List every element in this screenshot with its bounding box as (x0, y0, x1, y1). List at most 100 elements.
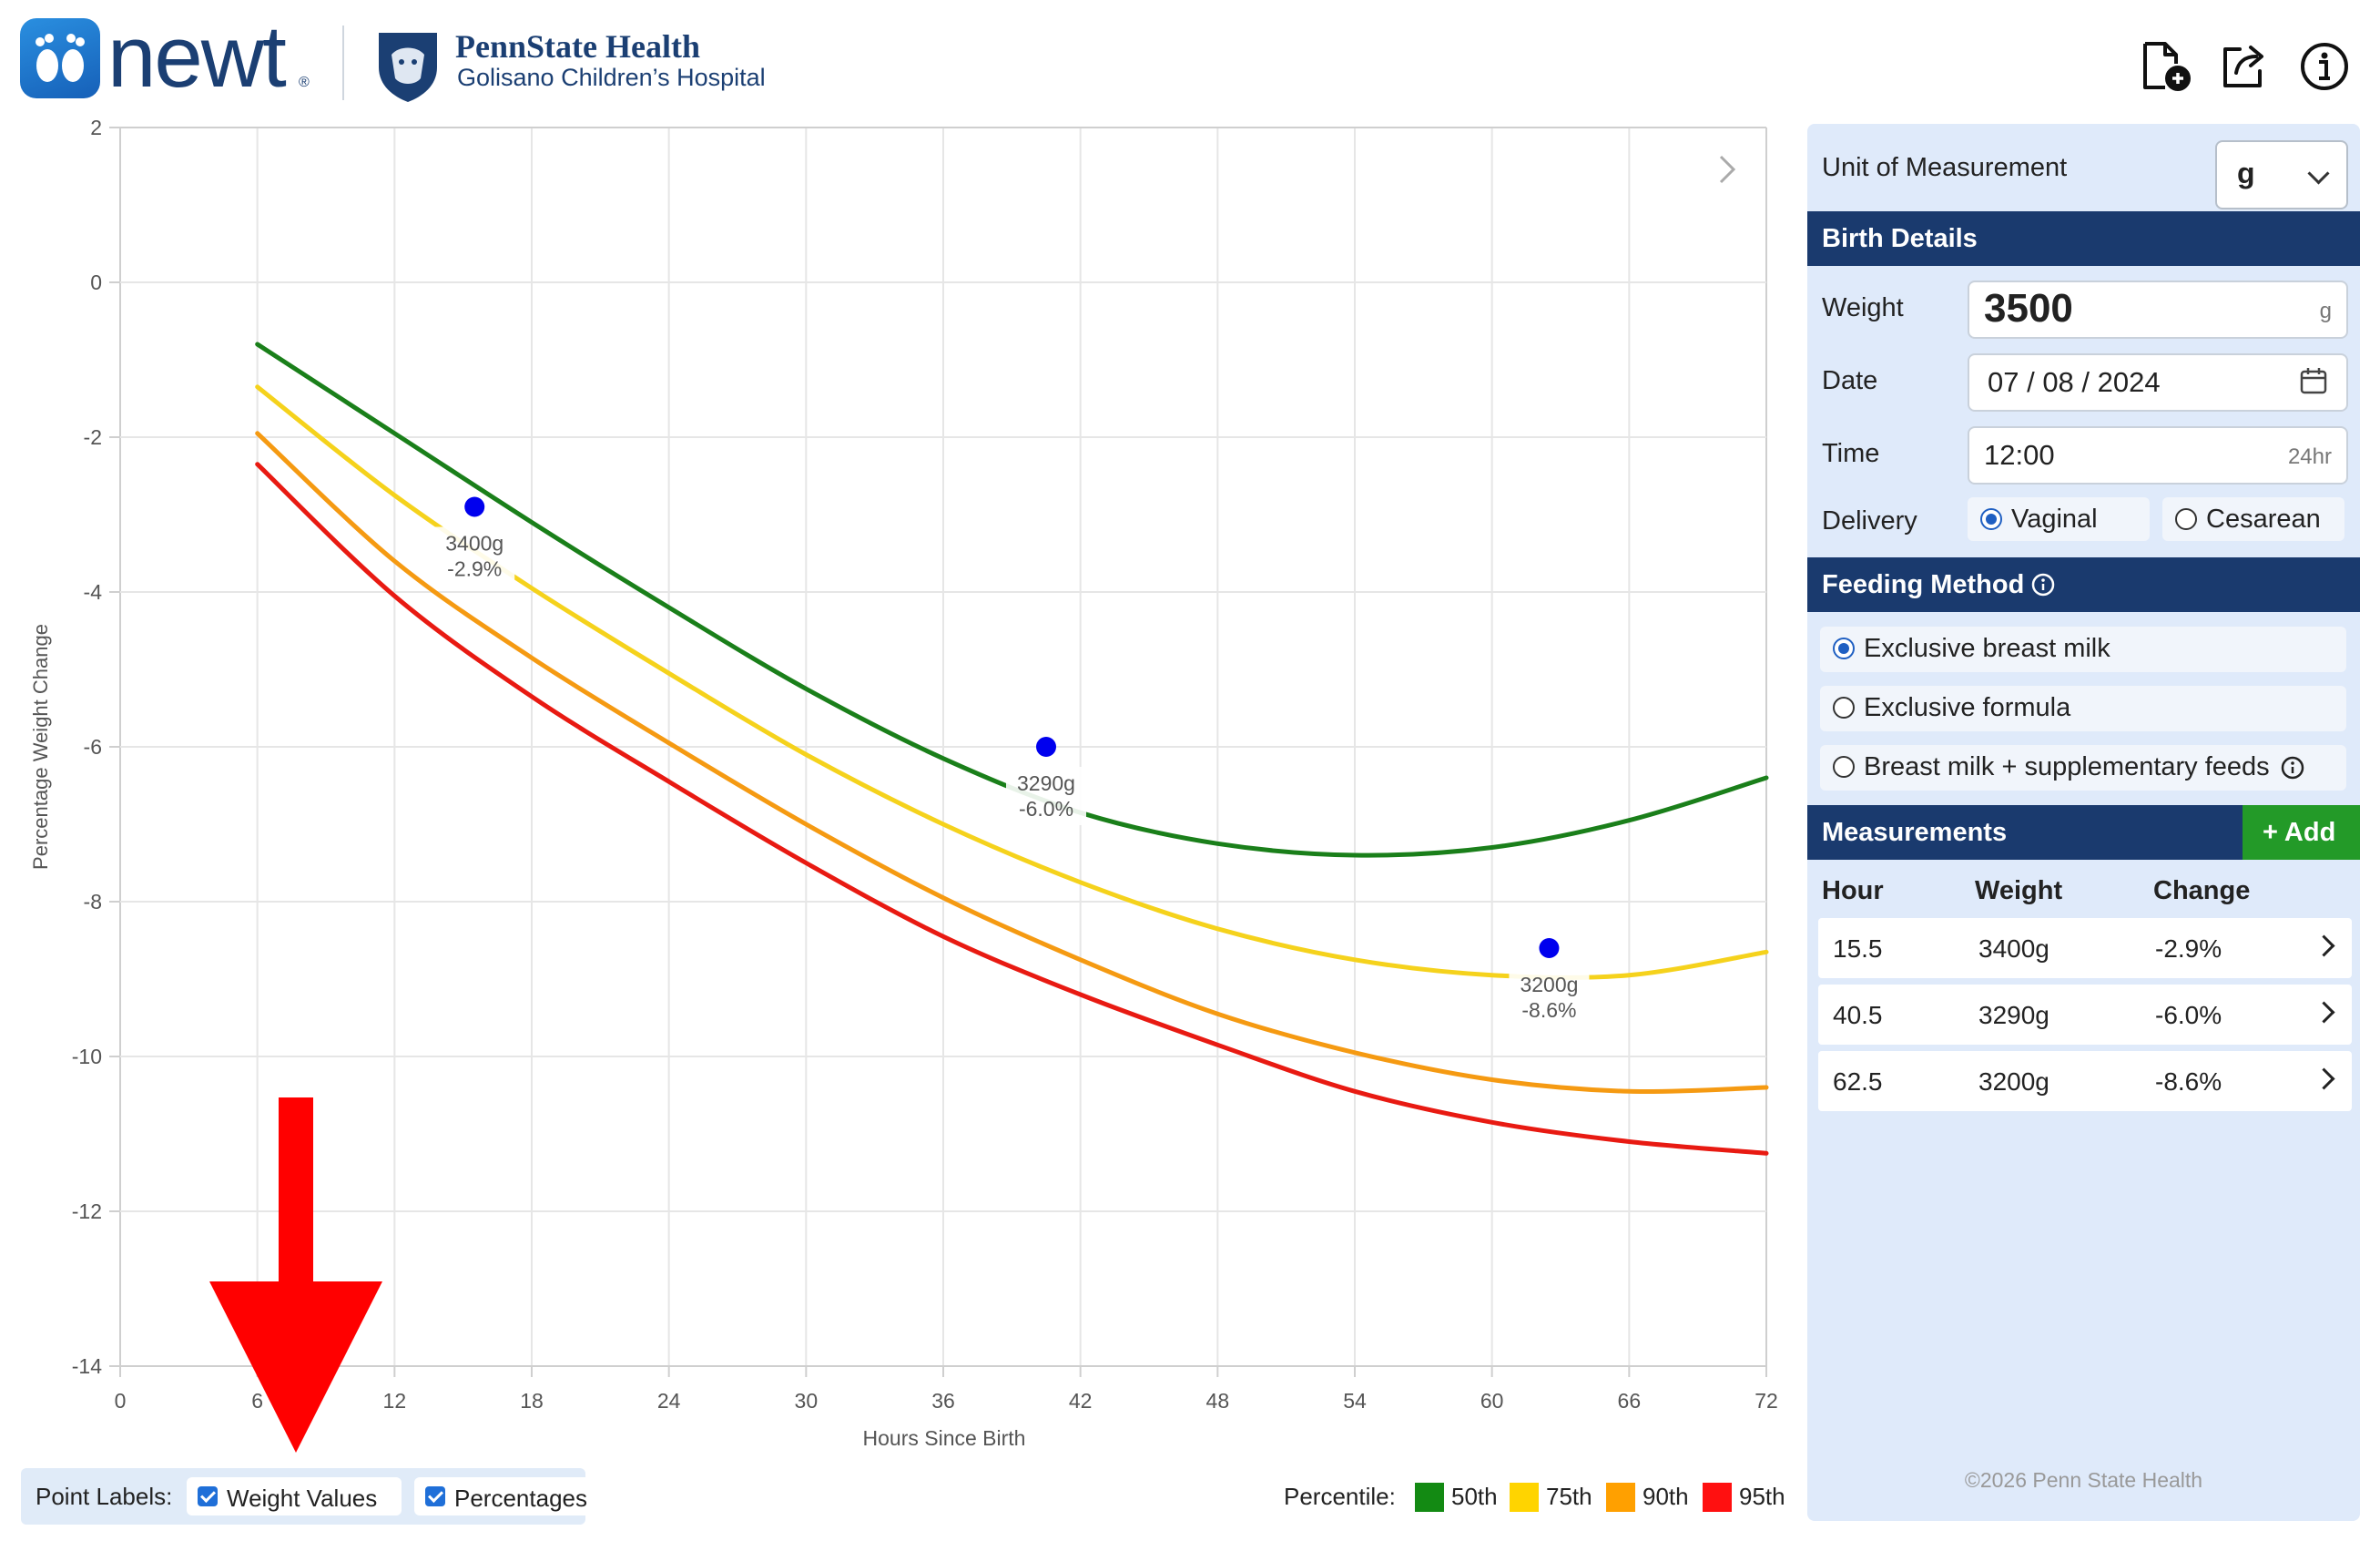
weight-unit: g (2319, 299, 2332, 323)
birth-details-title: Birth Details (1822, 224, 1978, 253)
percentages-checkbox[interactable]: Percentages (414, 1477, 600, 1515)
radio-unselected-icon[interactable] (1833, 697, 1855, 719)
row-hour: 40.5 (1833, 1001, 1883, 1029)
measurements-title: Measurements (1822, 818, 2008, 847)
col-change: Change (2153, 876, 2251, 905)
percentile-line-50th (255, 342, 1769, 858)
feeding-info-icon[interactable] (2031, 573, 2055, 597)
new-document-icon[interactable] (2138, 40, 2191, 93)
table-row[interactable]: 15.5 3400g -2.9% (1818, 918, 2352, 978)
delivery-cesarean-radio[interactable]: Cesarean (2162, 497, 2344, 541)
row-hour: 15.5 (1833, 934, 1883, 963)
col-hour: Hour (1822, 876, 1884, 905)
info-icon[interactable] (2298, 40, 2351, 93)
birth-time-input[interactable]: 12:00 24hr (1968, 426, 2348, 485)
date-label: Date (1822, 366, 1878, 395)
chart-next-chevron-icon[interactable] (1719, 155, 1736, 184)
x-tick-label: 18 (520, 1389, 544, 1413)
legend-label: 95th (1739, 1483, 1785, 1510)
point-labels-toolbar: Point Labels: Weight Values Percentages (21, 1468, 600, 1525)
measurement-point[interactable] (1539, 938, 1560, 958)
weight-label: Weight (1822, 293, 1904, 322)
birth-date-value: 07 / 08 / 2024 (1988, 366, 2161, 398)
checkbox-checked-icon[interactable] (198, 1486, 218, 1506)
y-tick-label: -4 (84, 580, 103, 604)
row-weight: 3400g (1978, 934, 2049, 963)
birth-weight-value: 3500 (1984, 286, 2073, 331)
x-tick-label: 54 (1343, 1389, 1367, 1413)
x-tick-label: 6 (251, 1389, 263, 1413)
delivery-option-label: Vaginal (2011, 505, 2098, 534)
radio-unselected-icon[interactable] (1833, 756, 1855, 778)
legend-title: Percentile: (1284, 1483, 1396, 1510)
time-label: Time (1822, 439, 1880, 468)
copyright: ©2026 Penn State Health (1964, 1468, 2203, 1492)
table-row[interactable]: 62.5 3200g -8.6% (1818, 1051, 2352, 1111)
add-button-label: + Add (2263, 818, 2336, 847)
legend-label: 75th (1546, 1483, 1592, 1510)
time-format: 24hr (2287, 444, 2332, 469)
y-tick-label: -12 (72, 1199, 102, 1223)
org-subtitle: Golisano Children’s Hospital (457, 64, 766, 91)
delivery-vaginal-radio[interactable]: Vaginal (1968, 497, 2150, 541)
x-tick-label: 24 (657, 1389, 681, 1413)
table-row[interactable]: 40.5 3290g -6.0% (1818, 985, 2352, 1045)
point-weight-label: 3200g (1520, 973, 1578, 996)
y-tick-label: -10 (72, 1045, 102, 1068)
feeding-option-formula[interactable]: Exclusive formula (1820, 686, 2346, 731)
col-weight: Weight (1975, 876, 2063, 905)
percentages-label: Percentages (454, 1485, 587, 1512)
weight-values-label: Weight Values (227, 1485, 378, 1512)
app-name: newt (107, 8, 287, 106)
point-percent-label: -8.6% (1521, 998, 1576, 1022)
birth-date-input[interactable]: 07 / 08 / 2024 (1968, 353, 2348, 412)
weight-values-checkbox[interactable]: Weight Values (187, 1477, 402, 1515)
y-tick-label: -6 (84, 735, 102, 759)
red-down-arrow-icon (209, 1097, 382, 1453)
share-icon[interactable] (2218, 40, 2271, 93)
checkbox-checked-icon[interactable] (425, 1486, 445, 1506)
x-tick-label: 12 (383, 1389, 407, 1413)
feeding-option-label: Breast milk + supplementary feeds (1864, 752, 2270, 781)
y-tick-label: -2 (84, 425, 102, 449)
penn-state-shield-icon (371, 27, 444, 104)
chevron-right-icon[interactable] (2313, 1067, 2335, 1090)
point-percent-label: -2.9% (447, 557, 502, 581)
row-change: -2.9% (2155, 934, 2222, 963)
supplementary-info-icon[interactable] (2281, 756, 2304, 780)
feeding-option-breast-milk[interactable]: Exclusive breast milk (1820, 627, 2346, 672)
calendar-icon[interactable] (2299, 366, 2328, 395)
unit-select[interactable]: g (2215, 140, 2348, 209)
delivery-option-label: Cesarean (2206, 505, 2321, 534)
x-tick-label: 42 (1069, 1389, 1093, 1413)
point-weight-label: 3400g (445, 532, 503, 556)
legend-swatch (1703, 1483, 1732, 1512)
radio-selected-icon[interactable] (1833, 638, 1855, 659)
weight-change-chart: 0 6 12 18 24 30 36 42 48 54 60 66 72 2 0 -2 -4 -6 -8 -10 -12… (29, 116, 1778, 1450)
x-tick-label: 0 (115, 1389, 127, 1413)
feeding-method-header: Feeding Method (1807, 557, 2360, 612)
delivery-label: Delivery (1822, 506, 1917, 536)
legend-swatch (1606, 1483, 1635, 1512)
radio-unselected-icon[interactable] (2175, 508, 2197, 530)
point-weight-label: 3290g (1017, 771, 1075, 795)
feeding-option-supplementary[interactable]: Breast milk + supplementary feeds (1820, 745, 2346, 791)
radio-selected-icon[interactable] (1980, 508, 2002, 530)
y-tick-label: 2 (90, 116, 102, 139)
add-measurement-button[interactable]: + Add (2243, 805, 2360, 860)
org-title: PennState Health (455, 28, 700, 65)
header-divider (342, 26, 344, 100)
measurement-point[interactable] (1036, 737, 1056, 757)
x-tick-label: 36 (931, 1389, 955, 1413)
app-header: newt ® PennState Health Golisano Childre… (0, 0, 2380, 118)
row-change: -6.0% (2155, 1001, 2222, 1029)
birth-weight-input[interactable]: 3500 g (1968, 281, 2348, 339)
measurement-point[interactable] (464, 496, 485, 517)
feeding-option-label: Exclusive formula (1864, 693, 2071, 722)
input-panel: Unit of Measurement g Birth Details Weig… (1807, 124, 2360, 1521)
x-tick-label: 30 (795, 1389, 819, 1413)
chevron-right-icon[interactable] (2313, 934, 2335, 957)
x-tick-label: 48 (1206, 1389, 1230, 1413)
legend-swatch (1415, 1483, 1444, 1512)
chevron-right-icon[interactable] (2313, 1001, 2335, 1024)
